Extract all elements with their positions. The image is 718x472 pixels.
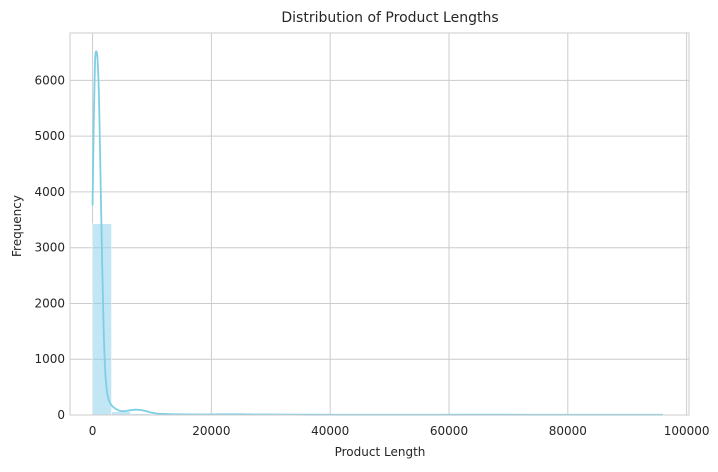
x-tick-label: 100000 <box>664 424 710 438</box>
x-tick-label: 40000 <box>311 424 349 438</box>
y-tick-label: 0 <box>57 408 65 422</box>
y-tick-label: 2000 <box>34 296 65 310</box>
y-tick-label: 1000 <box>34 352 65 366</box>
x-tick-label: 0 <box>89 424 97 438</box>
y-axis-label: Frequency <box>10 195 24 257</box>
y-tick-label: 6000 <box>34 73 65 87</box>
x-tick-label: 60000 <box>430 424 468 438</box>
x-axis-label: Product Length <box>335 445 426 459</box>
x-tick-label: 80000 <box>549 424 587 438</box>
y-tick-label: 5000 <box>34 129 65 143</box>
x-tick-label: 20000 <box>192 424 230 438</box>
y-tick-label: 3000 <box>34 241 65 255</box>
histogram-bar <box>112 412 131 415</box>
chart-title: Distribution of Product Lengths <box>281 10 498 26</box>
y-tick-label: 4000 <box>34 185 65 199</box>
